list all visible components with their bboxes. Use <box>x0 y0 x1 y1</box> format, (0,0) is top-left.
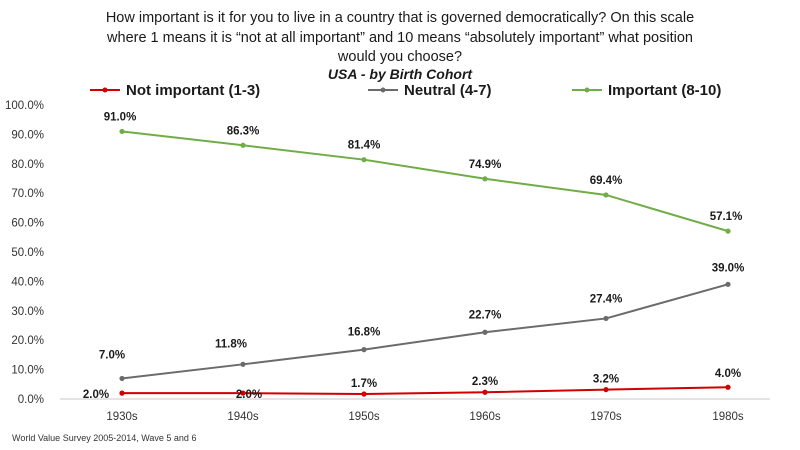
data-label: 69.4% <box>590 175 623 187</box>
chart-title-block: How important is it for you to live in a… <box>106 10 694 82</box>
x-tick-label: 1980s <box>712 411 744 423</box>
data-label: 2.0% <box>236 389 262 401</box>
legend-marker <box>380 87 386 93</box>
data-point <box>240 142 246 148</box>
y-tick-label: 50.0% <box>11 247 44 259</box>
chart-title-line-2: where 1 means it is “not at all importan… <box>106 30 693 46</box>
legend-marker <box>102 87 108 93</box>
data-point <box>361 347 367 353</box>
data-label: 39.0% <box>712 262 745 274</box>
data-label: 1.7% <box>351 378 377 390</box>
data-label: 74.9% <box>469 159 502 171</box>
data-point <box>482 329 488 335</box>
y-tick-label: 30.0% <box>11 306 44 318</box>
data-point <box>725 384 731 390</box>
data-label: 4.0% <box>715 368 741 380</box>
data-point <box>119 128 125 135</box>
data-label: 57.1% <box>710 211 743 223</box>
source-note: World Value Survey 2005-2014, Wave 5 and… <box>12 433 196 443</box>
chart-legend: Not important (1-3) Neutral (4-7) Importan… <box>90 82 721 99</box>
data-point <box>240 390 246 396</box>
y-tick-label: 80.0% <box>11 159 44 171</box>
data-point <box>482 389 488 395</box>
y-tick-label: 20.0% <box>11 335 44 347</box>
series-line <box>121 130 729 233</box>
data-point <box>361 391 367 397</box>
chart-title-line-3: would you choose? <box>337 49 462 65</box>
series-line <box>121 283 729 380</box>
data-point <box>482 176 488 182</box>
data-label: 22.7% <box>469 309 502 321</box>
chart-title-line-1: How important is it for you to live in a… <box>106 10 694 26</box>
chart-series <box>119 128 731 397</box>
legend-label: Important (8-10) <box>608 82 721 99</box>
y-tick-label: 10.0% <box>11 365 44 377</box>
data-label: 7.0% <box>99 349 125 361</box>
series-line <box>122 386 729 396</box>
x-tick-label: 1960s <box>469 411 501 423</box>
data-point <box>725 281 731 287</box>
legend-marker <box>584 87 590 93</box>
y-tick-label: 90.0% <box>11 129 44 141</box>
x-tick-label: 1950s <box>348 411 380 423</box>
data-label: 91.0% <box>104 111 137 123</box>
data-point <box>603 386 609 393</box>
legend-label: Not important (1-3) <box>126 82 260 99</box>
y-tick-label: 0.0% <box>18 394 44 406</box>
y-tick-label: 60.0% <box>11 218 44 230</box>
y-tick-label: 100.0% <box>5 100 44 112</box>
y-tick-label: 40.0% <box>11 276 44 288</box>
data-label: 3.2% <box>593 374 619 386</box>
data-point <box>119 390 125 396</box>
chart-data-labels: 2.0% 2.0% 1.7% 2.3% 3.2% 4.0% 7.0% 11.8% 16.8% 22… <box>83 111 744 401</box>
data-point <box>361 157 367 163</box>
data-label: 81.4% <box>348 140 381 152</box>
data-label: 27.4% <box>590 293 623 305</box>
y-tick-label: 70.0% <box>11 188 44 200</box>
data-label: 86.3% <box>227 125 260 137</box>
chart-axes: 0.0% 10.0% 20.0% 30.0% 40.0% 50.0% 60.0% 70.0% 8… <box>5 100 770 423</box>
data-label: 2.3% <box>472 376 498 388</box>
data-point <box>603 192 609 198</box>
x-tick-label: 1930s <box>106 411 138 423</box>
x-tick-label: 1940s <box>227 411 259 423</box>
x-tick-label: 1970s <box>590 411 622 423</box>
data-label: 11.8% <box>215 338 247 350</box>
data-point <box>119 375 125 382</box>
data-label: 2.0% <box>83 389 109 401</box>
data-label: 16.8% <box>348 327 381 339</box>
data-point <box>725 228 731 234</box>
chart-subtitle: USA - by Birth Cohort <box>328 66 473 82</box>
data-point <box>603 315 609 322</box>
data-point <box>240 361 246 367</box>
legend-label: Neutral (4-7) <box>404 82 492 99</box>
